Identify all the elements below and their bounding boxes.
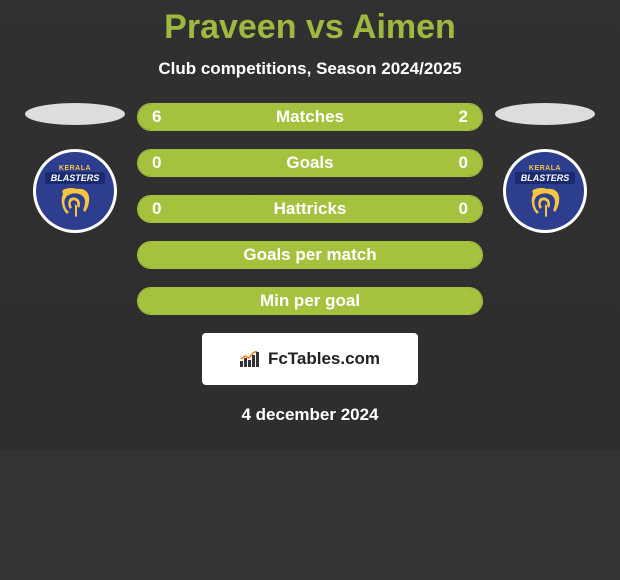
stat-label: Goals per match [138,245,482,265]
comparison-content: KERALA BLASTERS 62Matches 00Goals 00Hattri… [0,103,620,315]
badge-top-text: KERALA [59,165,91,172]
player-photo-placeholder-right [495,103,595,125]
site-name: FcTables.com [268,349,380,369]
stat-label: Goals [138,153,482,173]
elephant-icon [525,186,565,218]
stat-bar: Goals per match [137,241,483,269]
page-title: Praveen vs Aimen [0,8,620,47]
stat-bar: 00Hattricks [137,195,483,223]
chart-icon [240,351,262,367]
date-text: 4 december 2024 [0,405,620,425]
stat-label: Min per goal [138,291,482,311]
club-badge-left: KERALA BLASTERS [33,149,117,233]
badge-top-text: KERALA [529,165,561,172]
subtitle: Club competitions, Season 2024/2025 [0,59,620,79]
stat-bar: 62Matches [137,103,483,131]
left-player-column: KERALA BLASTERS [25,103,125,233]
stat-bars: 62Matches 00Goals 00Hattricks Goals per mat… [137,103,483,315]
player-photo-placeholder-left [25,103,125,125]
elephant-icon [55,186,95,218]
stat-bar: 00Goals [137,149,483,177]
badge-main-text: BLASTERS [45,172,106,184]
club-badge-right: KERALA BLASTERS [503,149,587,233]
stat-label: Matches [138,107,482,127]
stat-label: Hattricks [138,199,482,219]
site-attribution[interactable]: FcTables.com [202,333,418,385]
badge-main-text: BLASTERS [515,172,576,184]
right-player-column: KERALA BLASTERS [495,103,595,233]
stat-bar: Min per goal [137,287,483,315]
